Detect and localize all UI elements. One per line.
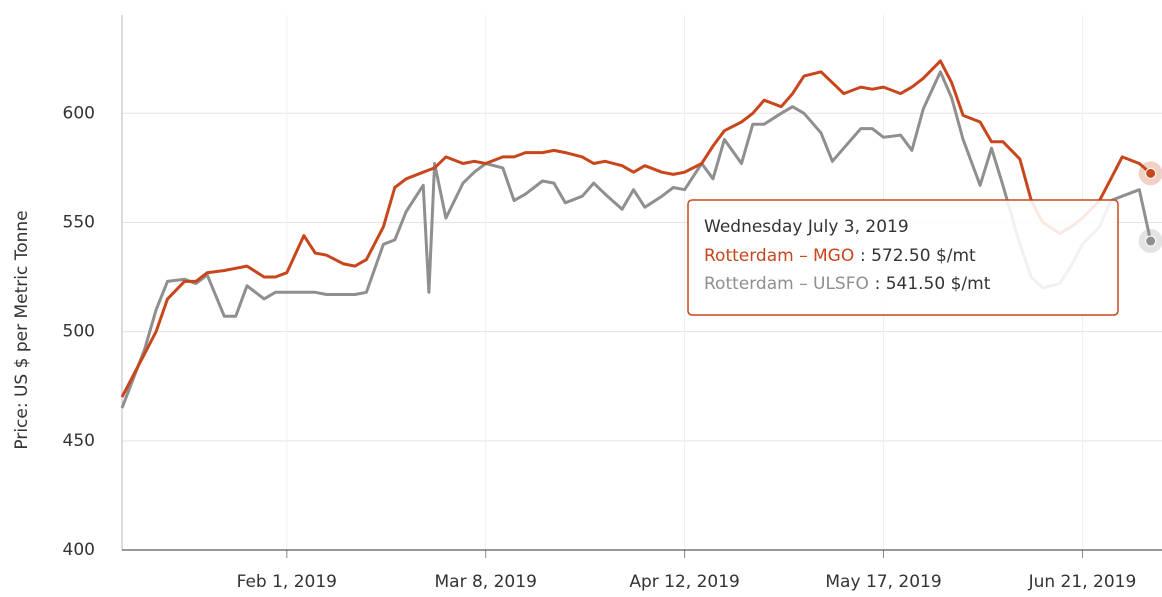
tooltip: Wednesday July 3, 2019 Rotterdam – MGO : 5…	[687, 199, 1119, 316]
tooltip-series-name: Rotterdam – MGO	[704, 246, 854, 266]
y-tick-label: 600	[63, 103, 95, 123]
hover-point	[1145, 235, 1157, 247]
tooltip-title: Wednesday July 3, 2019	[704, 217, 909, 237]
tooltip-box	[687, 199, 1119, 316]
x-tick-label: Mar 8, 2019	[435, 572, 537, 592]
tooltip-series-name: Rotterdam – ULSFO	[704, 274, 869, 294]
tooltip-value: : 572.50 $/mt	[860, 246, 976, 266]
hover-point	[1145, 167, 1157, 179]
x-tick-label: Feb 1, 2019	[237, 572, 337, 592]
x-tick-label: Apr 12, 2019	[629, 572, 740, 592]
y-tick-label: 500	[63, 322, 95, 342]
tooltip-row: Rotterdam – MGO : 572.50 $/mt	[704, 246, 976, 266]
y-tick-label: 550	[63, 212, 95, 232]
x-tick-label: May 17, 2019	[825, 572, 941, 592]
x-tick-label: Jun 21, 2019	[1028, 572, 1137, 592]
series-line	[120, 70, 1153, 409]
y-tick-label: 400	[63, 540, 95, 560]
series-line	[120, 59, 1152, 398]
tooltip-value: : 541.50 $/mt	[875, 274, 991, 294]
y-axis-label: Price: US $ per Metric Tonne	[12, 210, 32, 449]
y-tick-label: 450	[63, 431, 95, 451]
tooltip-row: Rotterdam – ULSFO : 541.50 $/mt	[704, 274, 991, 294]
